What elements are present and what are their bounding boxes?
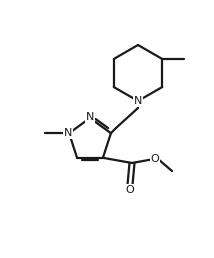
Text: O: O	[151, 154, 159, 164]
Text: N: N	[86, 112, 94, 122]
Text: N: N	[64, 128, 72, 138]
Text: N: N	[134, 96, 142, 106]
Text: O: O	[126, 185, 134, 195]
